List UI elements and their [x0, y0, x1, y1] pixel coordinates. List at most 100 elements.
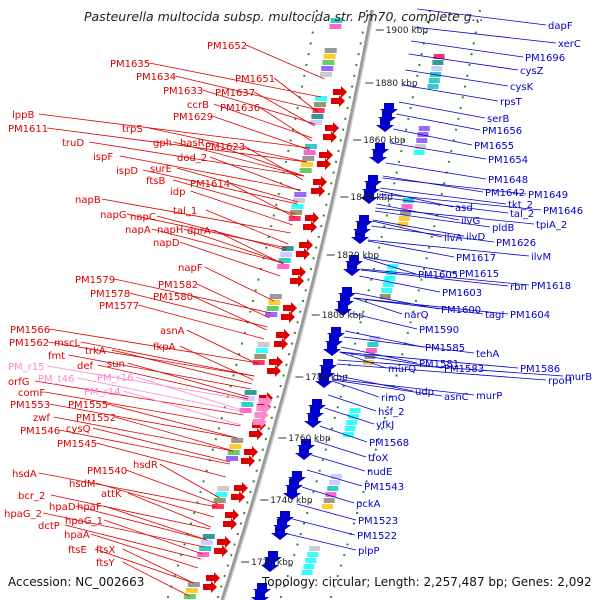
forward-gene-arrow	[313, 176, 327, 188]
gene-label-pm1583: PM1583	[444, 364, 484, 375]
label-leader-line	[306, 469, 363, 487]
label-leader-line	[101, 198, 291, 234]
gene-label-murb: murB	[565, 372, 592, 383]
gene-label-ftsb: ftsB	[146, 176, 165, 187]
label-leader-line	[186, 329, 258, 365]
gene-label-pm1580: PM1580	[153, 292, 193, 303]
gene-label-hsf-2: hsf_2	[378, 407, 404, 418]
gene-label-dod-2: dod_2	[177, 153, 207, 164]
cog-block	[290, 210, 303, 215]
gene-label-hsdr: hsdR	[133, 460, 158, 471]
gene-label-ilva: ilvA	[444, 233, 462, 244]
gene-label-pm1654: PM1654	[488, 155, 528, 166]
gene-label-rpoh: rpoH	[548, 376, 572, 387]
cog-block	[415, 144, 426, 149]
cog-block	[301, 570, 313, 575]
label-leader-line	[44, 391, 241, 427]
gene-label-ispf: ispF	[93, 152, 113, 163]
label-leader-line	[192, 295, 267, 331]
label-leader-line	[149, 62, 321, 98]
label-leader-line	[126, 213, 288, 249]
cog-block	[185, 588, 198, 593]
kbp-tick-label: 1760 kbp	[288, 434, 331, 444]
reverse-gene-arrow	[288, 471, 306, 484]
label-leader-line	[363, 256, 458, 274]
label-leader-line	[47, 365, 248, 401]
label-leader-line	[111, 349, 253, 385]
label-leader-line	[402, 84, 499, 102]
label-leader-line	[49, 403, 238, 439]
label-leader-line	[38, 472, 218, 508]
label-leader-line	[127, 362, 249, 398]
gene-label-pm1648: PM1648	[488, 175, 528, 186]
reverse-gene-arrow	[253, 583, 271, 596]
genome-title: Pasteurella multocida subsp. multocida s…	[84, 9, 484, 24]
gene-label-ispd: ispD	[116, 166, 138, 177]
label-leader-line	[353, 297, 484, 315]
forward-gene-arrow	[225, 509, 239, 521]
reverse-gene-arrow	[304, 415, 322, 428]
label-leader-line	[209, 156, 301, 192]
label-leader-line	[360, 268, 530, 286]
gene-label-ilvd: ilvD	[466, 232, 485, 243]
label-leader-line	[343, 336, 475, 354]
gene-label-nude: nudE	[367, 467, 392, 478]
label-leader-line	[96, 442, 227, 478]
cog-block	[323, 498, 335, 503]
label-leader-line	[179, 345, 254, 381]
label-leader-line	[385, 162, 487, 180]
label-leader-line	[148, 127, 308, 163]
gene-label-fkpa: fkpA	[153, 342, 176, 353]
label-leader-line	[190, 190, 293, 226]
forward-gene-arrow	[296, 248, 310, 260]
label-leader-line	[360, 269, 509, 287]
label-leader-line	[408, 53, 519, 71]
cog-block	[349, 408, 361, 413]
forward-gene-arrow	[325, 122, 339, 134]
gene-label-pm1546: PM1546	[20, 426, 60, 437]
gene-label-tfox: tfoX	[368, 453, 389, 464]
reverse-gene-arrow	[338, 287, 356, 300]
gene-label-pm1579: PM1579	[75, 275, 115, 286]
kbp-tick-label: 1800 kbp	[322, 311, 365, 321]
cog-block	[231, 438, 244, 443]
kbp-tick-label: 1880 kbp	[375, 79, 418, 89]
label-leader-line	[119, 155, 301, 191]
gene-label-pm1651: PM1651	[235, 74, 275, 85]
gene-label-murq: murQ	[388, 364, 416, 375]
reverse-gene-arrow	[251, 591, 269, 600]
label-leader-line	[43, 512, 205, 548]
reverse-gene-arrow	[306, 407, 324, 420]
label-leader-line	[380, 187, 507, 205]
reverse-gene-arrow	[297, 439, 315, 452]
label-leader-line	[156, 215, 287, 251]
forward-gene-arrow	[323, 131, 337, 143]
gene-label-def: def	[77, 361, 94, 372]
cog-block	[242, 396, 255, 401]
cog-block	[401, 204, 413, 209]
label-leader-line	[127, 492, 212, 528]
gene-label-ccrb: ccrB	[187, 100, 209, 111]
forward-gene-arrow	[290, 275, 304, 287]
ring-dotted-3	[329, 9, 481, 600]
label-leader-line	[339, 351, 519, 369]
backbone-circle	[220, 9, 374, 600]
gene-label-zwf: zwf	[33, 413, 50, 424]
cog-block	[417, 132, 429, 137]
label-leader-line	[341, 346, 418, 364]
label-leader-line	[339, 351, 443, 369]
reverse-gene-arrow	[343, 263, 361, 276]
cog-block	[400, 210, 412, 215]
gene-label-xerc: xerC	[558, 39, 581, 50]
label-leader-line	[332, 379, 443, 397]
label-leader-line	[382, 177, 527, 195]
gene-label-yfkj: yfkJ	[376, 420, 394, 431]
label-leader-line	[396, 113, 481, 131]
kbp-tick-label: 1720 kbp	[251, 558, 294, 568]
label-leader-line	[359, 275, 441, 293]
gene-label-pm1600: PM1600	[441, 305, 481, 316]
forward-gene-arrow	[331, 95, 345, 107]
gene-label-rbn: rbn	[510, 282, 527, 293]
forward-gene-arrow	[333, 86, 347, 98]
gene-label-pm1615: PM1615	[459, 269, 499, 280]
